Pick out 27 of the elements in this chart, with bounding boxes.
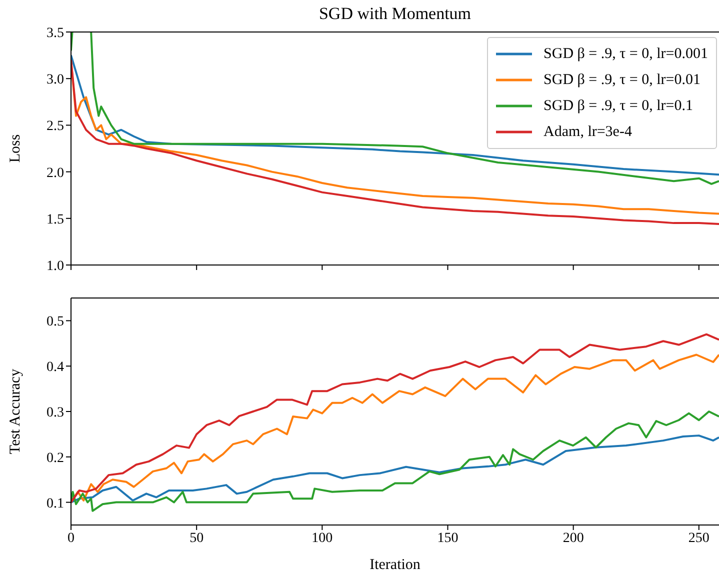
legend-label: SGD β = .9, τ = 0, lr=0.1	[544, 98, 693, 114]
y-axis-title: Test Accuracy	[7, 368, 24, 454]
x-tick-label: 100	[312, 530, 333, 546]
y-tick-label: 1.0	[46, 258, 64, 274]
y-tick-label: 0.2	[46, 450, 64, 466]
x-axis-title: Iteration	[370, 557, 421, 571]
x-tick-label: 250	[688, 530, 710, 546]
y-tick-label: 1.5	[46, 212, 64, 228]
x-tick-label: 50	[190, 530, 204, 546]
y-axis-title: Loss	[7, 134, 24, 163]
chart-title: SGD with Momentum	[318, 4, 472, 24]
y-tick-label: 3.5	[46, 26, 64, 41]
y-tick-label: 0.3	[46, 405, 64, 420]
line-series	[71, 410, 719, 512]
y-tick-label: 0.4	[46, 360, 64, 376]
legend-label: SGD β = .9, τ = 0, lr=0.01	[544, 72, 700, 88]
legend-label: Adam, lr=3e-4	[544, 124, 632, 140]
line-series	[71, 434, 719, 504]
x-tick-label: 200	[562, 530, 584, 546]
legend-label: SGD β = .9, τ = 0, lr=0.001	[544, 46, 708, 62]
y-tick-label: 0.1	[46, 496, 64, 512]
y-tick-label: 0.5	[46, 314, 64, 330]
x-tick-label: 150	[437, 530, 458, 546]
y-tick-label: 2.5	[46, 119, 64, 134]
y-tick-label: 3.0	[46, 72, 64, 88]
y-tick-label: 2.0	[46, 166, 64, 181]
x-tick-label: 0	[68, 530, 74, 546]
